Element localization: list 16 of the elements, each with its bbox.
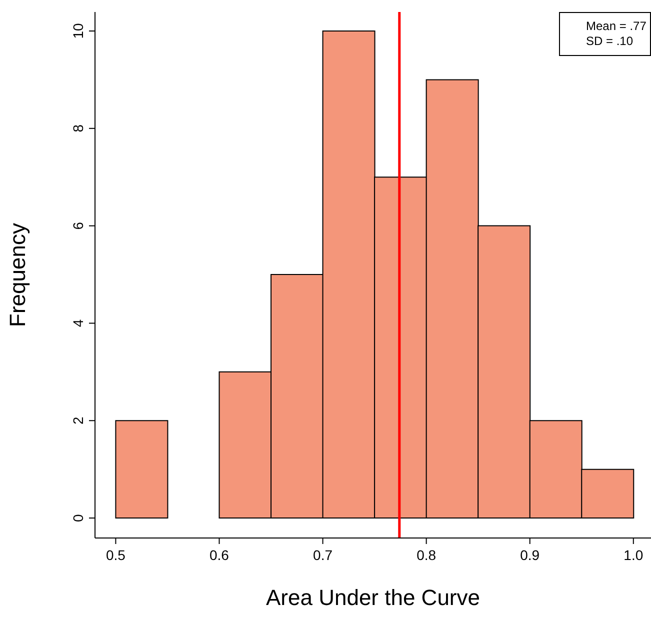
x-tick-label: 1.0 [624,546,644,563]
y-tick-label: 10 [70,22,86,39]
annotation: SD = .10 [585,34,634,49]
y-tick-label: 8 [70,124,86,132]
x-tick-label: 0.8 [416,546,436,563]
y-tick-label: 2 [70,416,86,425]
x-axis-title: Area Under the Curve [266,585,480,610]
annotation: Mean = .77 [585,19,648,34]
y-axis-title: Frequency [4,223,30,327]
y-tick-label: 6 [70,222,86,230]
y-tick-label: 0 [70,514,86,522]
x-tick-label: 0.6 [210,546,230,563]
x-tick-label: 0.7 [313,546,333,563]
x-tick-label: 0.5 [106,546,126,563]
x-tick-label: 0.9 [520,546,540,563]
y-tick-label: 4 [70,319,86,328]
